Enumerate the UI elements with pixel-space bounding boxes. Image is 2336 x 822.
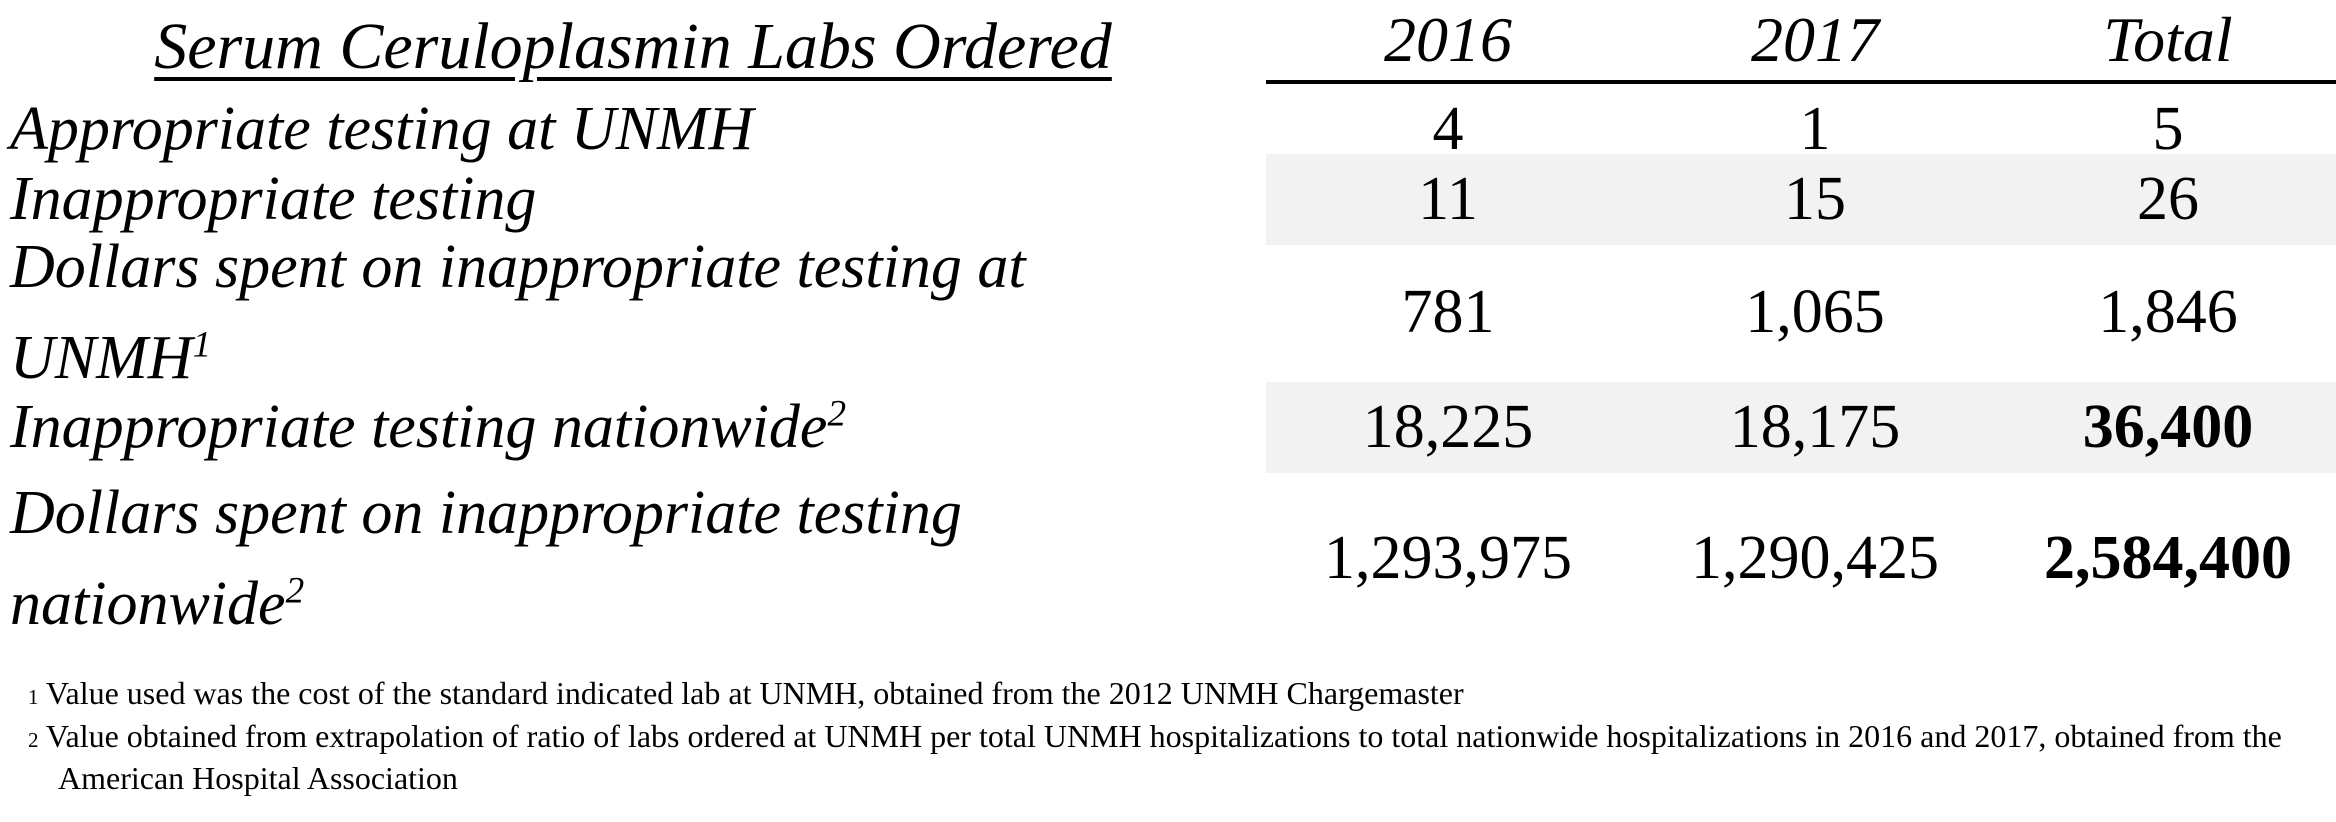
cell-total: 1,846 xyxy=(2098,278,2238,347)
row-label-text: Dollars spent on inappropriate testing a… xyxy=(10,222,1026,403)
table-row: Appropriate testing at UNMH 4 1 5 xyxy=(0,84,2336,163)
cell-2016: 11 xyxy=(1266,154,1630,245)
footnote-1-marker: 1 xyxy=(28,685,39,709)
cell-total: 26 xyxy=(2000,154,2336,245)
row-label-line2: UNMH xyxy=(10,323,193,392)
footnote-ref-2: 2 xyxy=(285,569,305,611)
cell-2016: 781 xyxy=(1401,278,1495,347)
row-label-text: Appropriate testing at UNMH xyxy=(10,95,754,163)
table-title: Serum Ceruloplasmin Labs Ordered xyxy=(154,10,1112,83)
cell-total: 5 xyxy=(2152,94,2184,163)
footnote-2-text: Value obtained from extrapolation of rat… xyxy=(45,717,2282,797)
row-label-line1: Dollars spent on inappropriate testing xyxy=(10,479,962,547)
table-row: Dollars spent on inappropriate testing a… xyxy=(0,222,2336,392)
cell-2017: 15 xyxy=(1630,154,2000,245)
table-title-cell: Serum Ceruloplasmin Labs Ordered xyxy=(0,0,1266,84)
cell-2016: 1,293,975 xyxy=(1324,524,1572,593)
footnote-1-text: Value used was the cost of the standard … xyxy=(45,675,1464,711)
row-label: Inappropriate testing nationwide2 xyxy=(0,382,1266,473)
footnote-ref-2: 2 xyxy=(827,393,847,435)
row-label-text: Inappropriate testing nationwide2 xyxy=(10,382,846,473)
row-label: Appropriate testing at UNMH xyxy=(0,84,1266,175)
cell-2017: 1 xyxy=(1799,94,1831,163)
cell-2017: 1,065 xyxy=(1745,278,1885,347)
table-header-row: Serum Ceruloplasmin Labs Ordered 2016 20… xyxy=(0,0,2336,84)
footnote-1: 1 Value used was the cost of the standar… xyxy=(0,672,2320,715)
column-header-2016: 2016 xyxy=(1266,0,1630,84)
row-label: Dollars spent on inappropriate testing a… xyxy=(0,222,1266,403)
footnote-2-marker: 2 xyxy=(28,727,39,752)
row-label-line1: Dollars spent on inappropriate testing a… xyxy=(10,233,1026,301)
column-header-total: Total xyxy=(2000,0,2336,84)
row-label: Dollars spent on inappropriate testing na… xyxy=(0,468,1266,649)
row-label-text: Inappropriate testing xyxy=(10,165,537,233)
cell-2016: 4 xyxy=(1432,94,1464,163)
table-row: Dollars spent on inappropriate testing na… xyxy=(0,468,2336,644)
table-row: Inappropriate testing 11 15 26 xyxy=(0,154,2336,245)
cell-total: 2,584,400 xyxy=(2044,524,2292,593)
row-label-text: Dollars spent on inappropriate testing na… xyxy=(10,468,962,649)
footnotes-block: 1 Value used was the cost of the standar… xyxy=(0,672,2336,800)
cell-2017: 1,290,425 xyxy=(1691,524,1939,593)
row-label-line2: nationwide xyxy=(10,569,286,638)
column-header-2017: 2017 xyxy=(1630,0,2000,84)
footnote-2: 2 Value obtained from extrapolation of r… xyxy=(0,715,2320,800)
cell-total: 36,400 xyxy=(2000,382,2336,473)
cell-2016: 18,225 xyxy=(1266,382,1630,473)
footnote-ref-1: 1 xyxy=(192,323,212,365)
cell-2017: 18,175 xyxy=(1630,382,2000,473)
row-label-line1: Inappropriate testing nationwide xyxy=(10,393,828,461)
table-row: Inappropriate testing nationwide2 18,225… xyxy=(0,382,2336,473)
row-label: Inappropriate testing xyxy=(0,154,1266,245)
